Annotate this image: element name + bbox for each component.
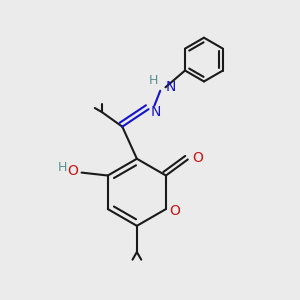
Text: O: O <box>169 203 180 218</box>
Text: N: N <box>151 104 161 118</box>
Text: H: H <box>148 74 158 87</box>
Text: O: O <box>192 151 203 165</box>
Text: O: O <box>67 164 78 178</box>
Text: N: N <box>166 80 176 94</box>
Text: H: H <box>58 161 68 174</box>
